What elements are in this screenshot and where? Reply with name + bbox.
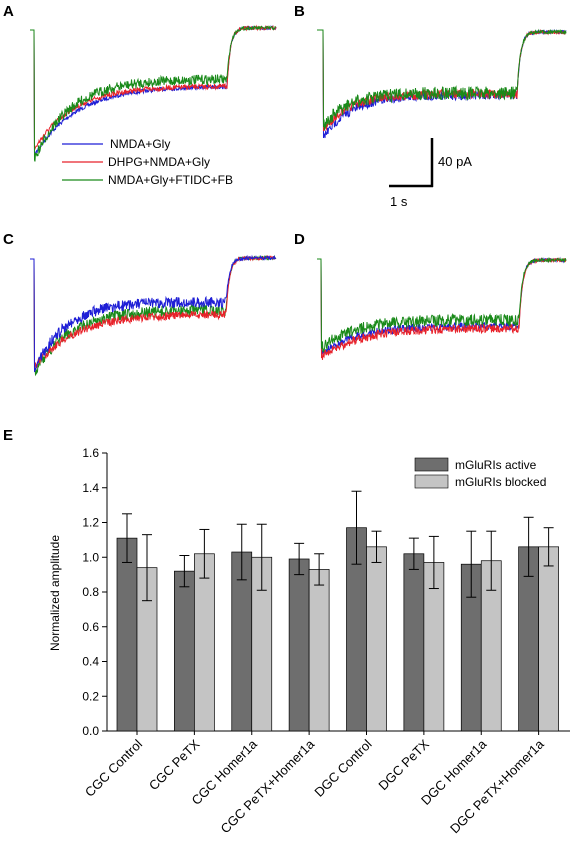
scale-amplitude-label: 40 pA: [438, 154, 472, 169]
trace-panel-d: [317, 256, 567, 360]
bar-blocked-7: [538, 546, 559, 732]
bar-blocked-3: [308, 569, 330, 732]
legend-label-active: mGluRIs active: [455, 458, 537, 472]
y-axis-title: Normalized amplitude: [48, 535, 62, 651]
legend-swatch-active: [414, 457, 449, 472]
trace-nmda-gly-ftidc-fb: [30, 25, 276, 162]
x-category-label: CGC PeTX+Homer1a: [217, 736, 317, 836]
trace-nmda-gly: [30, 254, 277, 373]
trace-dhpg-nmda-gly: [317, 257, 567, 360]
trace-dhpg-nmda-gly: [317, 29, 567, 132]
bar-blocked-4: [366, 546, 387, 732]
x-category-label: DGC Control: [311, 736, 374, 799]
bar-active-1: [174, 570, 195, 732]
x-category-label: DGC PeTX+Homer1a: [447, 736, 547, 836]
y-tick-label: 0.6: [82, 620, 99, 634]
panel-label-c: C: [3, 231, 14, 248]
y-tick-label: 1.6: [82, 446, 99, 460]
panel-label-e: E: [3, 427, 13, 444]
bar-chart-e: Normalized amplitude 0.0 0.2 0.4 0.6 0.8 1.0 1…: [48, 446, 570, 836]
bar-active-5: [403, 553, 425, 732]
legend-label-nmda-gly: NMDA+Gly: [110, 137, 170, 151]
y-tick-label: 1.0: [82, 550, 99, 564]
trace-nmda-gly-ftidc-fb: [317, 28, 567, 130]
y-tick-label: 1.2: [82, 516, 99, 530]
legend-label-blocked: mGluRIs blocked: [455, 475, 546, 489]
x-category-label: DGC PeTX: [375, 736, 432, 793]
x-category-label: CGC Control: [82, 736, 145, 799]
y-tick-label: 1.4: [82, 481, 99, 495]
legend-label-nmda-gly-ftidc-fb: NMDA+Gly+FTIDC+FB: [108, 173, 233, 187]
trace-legend: NMDA+Gly DHPG+NMDA+Gly NMDA+Gly+FTIDC+FB: [62, 137, 233, 187]
trace-nmda-gly-ftidc-fb: [317, 257, 567, 353]
y-tick-label: 0.0: [82, 724, 99, 738]
scale-time-label: 1 s: [390, 194, 408, 209]
y-tick-label: 0.4: [82, 655, 99, 669]
trace-dhpg-nmda-gly: [30, 24, 277, 151]
bar-active-3: [288, 558, 310, 732]
x-category-label: CGC PeTX: [146, 736, 203, 793]
chart-legend: mGluRIs active mGluRIs blocked: [414, 457, 546, 489]
trace-nmda-gly: [317, 29, 567, 139]
trace-panel-c: [30, 254, 277, 377]
panel-label-d: D: [294, 231, 305, 248]
trace-panel-b: [317, 28, 567, 139]
y-tick-label: 0.8: [82, 585, 99, 599]
legend-swatch-blocked: [414, 474, 449, 489]
scale-bar: 40 pA 1 s: [389, 138, 472, 209]
y-tick-label: 0.2: [82, 689, 99, 703]
bar-blocked-1: [194, 553, 215, 732]
panel-label-b: B: [294, 3, 305, 20]
trace-panel-a: [30, 24, 277, 162]
panel-label-a: A: [3, 3, 14, 20]
bar-active-0: [116, 537, 138, 732]
legend-label-dhpg-nmda-gly: DHPG+NMDA+Gly: [108, 155, 210, 169]
